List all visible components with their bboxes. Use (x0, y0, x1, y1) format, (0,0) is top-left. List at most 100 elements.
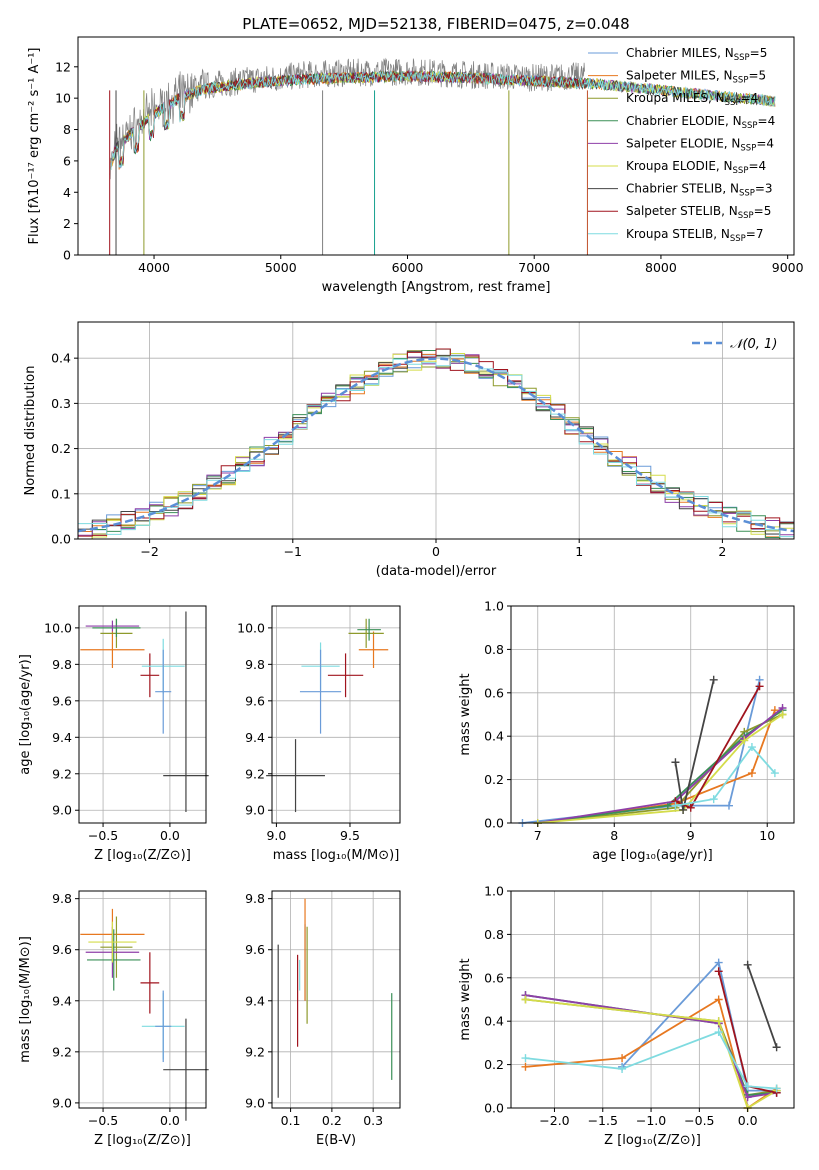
y-tick-label: 9.0 (245, 803, 265, 818)
legend-label-tail: =5 (754, 204, 772, 218)
x-tick-label: 6000 (392, 260, 424, 275)
plot-frame (78, 605, 207, 824)
x-tick-label: −0.5 (88, 828, 118, 843)
x-tick-label: −1 (284, 544, 302, 559)
x-axis-label: Z [log₁₀(Z/Z⊙)] (94, 1133, 191, 1148)
y-tick-label: 0.8 (484, 642, 504, 657)
error-bar-point (155, 649, 172, 734)
age-vs-mass-panel: 9.0 9.5 9.0 9.2 9.4 9.6 9.8 10.0 mass [log₁₀(M/M… (237, 605, 401, 863)
error-bar-point (327, 653, 364, 698)
series-marker (755, 682, 764, 691)
legend-label: Kroupa STELIB, NSSP=7 (626, 227, 764, 244)
series-marker (770, 706, 779, 715)
legend-label-tail: =3 (755, 182, 773, 196)
y-tick-label: 9.8 (245, 891, 265, 906)
y-tick-label: 0.3 (51, 396, 71, 411)
y-tick-label: 9.8 (52, 657, 72, 672)
y-tick-label: 0.2 (484, 1057, 504, 1072)
series-marker (714, 958, 723, 967)
y-tick-label: 0.0 (484, 1101, 504, 1116)
x-tick-label: 0.3 (363, 1113, 383, 1128)
y-tick-label: 9.4 (52, 730, 72, 745)
legend-label-sub: SSP (733, 76, 749, 86)
normal-reference-curve (77, 357, 795, 533)
x-tick-label: 0.0 (160, 828, 180, 843)
error-bar-point (155, 990, 172, 1063)
y-tick-label: 0.6 (484, 685, 504, 700)
y-tick-label: 0.0 (51, 532, 71, 547)
legend-label-sub: SSP (740, 143, 756, 153)
mass-weight-series (671, 743, 779, 810)
y-axis-label: Normed distribution (23, 366, 38, 496)
legend-label: Salpeter STELIB, NSSP=5 (626, 204, 771, 221)
y-tick-label: 9.6 (245, 942, 265, 957)
y-axis-label: mass weight (458, 673, 473, 755)
mass-weight-series (671, 675, 718, 814)
x-tick-label: 7000 (518, 260, 550, 275)
mass-weight-series (521, 1028, 781, 1093)
legend-label-sub: SSP (739, 189, 755, 199)
spectrum-panel: 4000 5000 6000 7000 8000 9000 0 2 4 6 8 10 12 wavelen… (27, 36, 804, 295)
x-tick-label: 0 (432, 544, 440, 559)
y-tick-label: 10.0 (44, 620, 72, 635)
y-tick-label: 9.6 (245, 693, 265, 708)
series-marker (521, 1062, 530, 1071)
y-tick-label: 0 (63, 248, 71, 263)
legend-label-main: Salpeter STELIB, N (626, 204, 738, 218)
spectrum-lines (109, 57, 776, 255)
x-tick-label: 9000 (772, 260, 804, 275)
legend-label-tail: =4 (741, 91, 759, 105)
series-line (525, 998, 778, 1110)
y-tick-label: 9.2 (245, 766, 265, 781)
mass-weight-series (533, 706, 779, 827)
plot-frame (510, 890, 795, 1109)
histogram-series (78, 355, 794, 538)
plot-frame (510, 605, 795, 824)
series-marker (714, 967, 723, 976)
x-tick-label: −2.0 (539, 1113, 569, 1128)
legend-label: Chabrier ELODIE, NSSP=4 (626, 114, 775, 131)
x-axis-label: Z [log₁₀(Z/Z⊙)] (94, 848, 191, 863)
y-tick-label: 9.0 (52, 803, 72, 818)
mass-vs-ebv-panel: 0.1 0.2 0.3 9.0 9.2 9.4 9.6 9.8 E(B-V) (245, 890, 401, 1148)
legend-label-sub: SSP (742, 121, 758, 131)
y-tick-label: 12 (55, 59, 71, 74)
y-tick-label: 9.2 (52, 766, 72, 781)
series-marker (709, 675, 718, 684)
series-marker (686, 803, 695, 812)
legend-label-sub: SSP (730, 234, 746, 244)
series-marker (521, 995, 530, 1004)
x-tick-label: 5000 (265, 260, 297, 275)
series-line (537, 709, 784, 824)
series-line (537, 713, 784, 824)
legend-label-tail: =5 (748, 69, 766, 83)
plot-frame (77, 36, 795, 256)
x-tick-label: −2 (140, 544, 158, 559)
error-bar-point (87, 929, 141, 991)
y-tick-label: 4 (63, 185, 71, 200)
x-tick-label: 10 (759, 828, 775, 843)
series-marker (521, 1054, 530, 1063)
y-tick-label: 9.4 (245, 730, 265, 745)
x-tick-label: 9.0 (266, 828, 286, 843)
series-marker (724, 801, 733, 810)
y-tick-label: 0.4 (484, 1014, 504, 1029)
legend-label-main: Chabrier STELIB, N (626, 182, 739, 196)
y-tick-label: 0.2 (51, 441, 71, 456)
x-axis-label: wavelength [Angstrom, rest frame] (322, 280, 551, 295)
model-spectrum (110, 70, 776, 170)
legend-label: Kroupa MILES, NSSP=4 (626, 91, 758, 108)
y-tick-label: 6 (63, 153, 71, 168)
y-axis-label: age [log₁₀(age/yr)] (18, 654, 33, 775)
x-tick-label: −0.5 (88, 1113, 118, 1128)
legend-label-sub: SSP (725, 98, 741, 108)
x-axis-label: age [log₁₀(age/yr)] (592, 848, 713, 863)
series-marker (618, 1054, 627, 1063)
residuals-panel: −2 −1 0 1 2 0.0 0.1 0.2 0.3 0.4 (data-model)/error… (23, 321, 795, 579)
legend-label: Salpeter MILES, NSSP=5 (626, 69, 766, 86)
legend-label-tail: =5 (750, 46, 768, 60)
series-line (746, 964, 778, 1048)
series-marker (740, 736, 749, 745)
